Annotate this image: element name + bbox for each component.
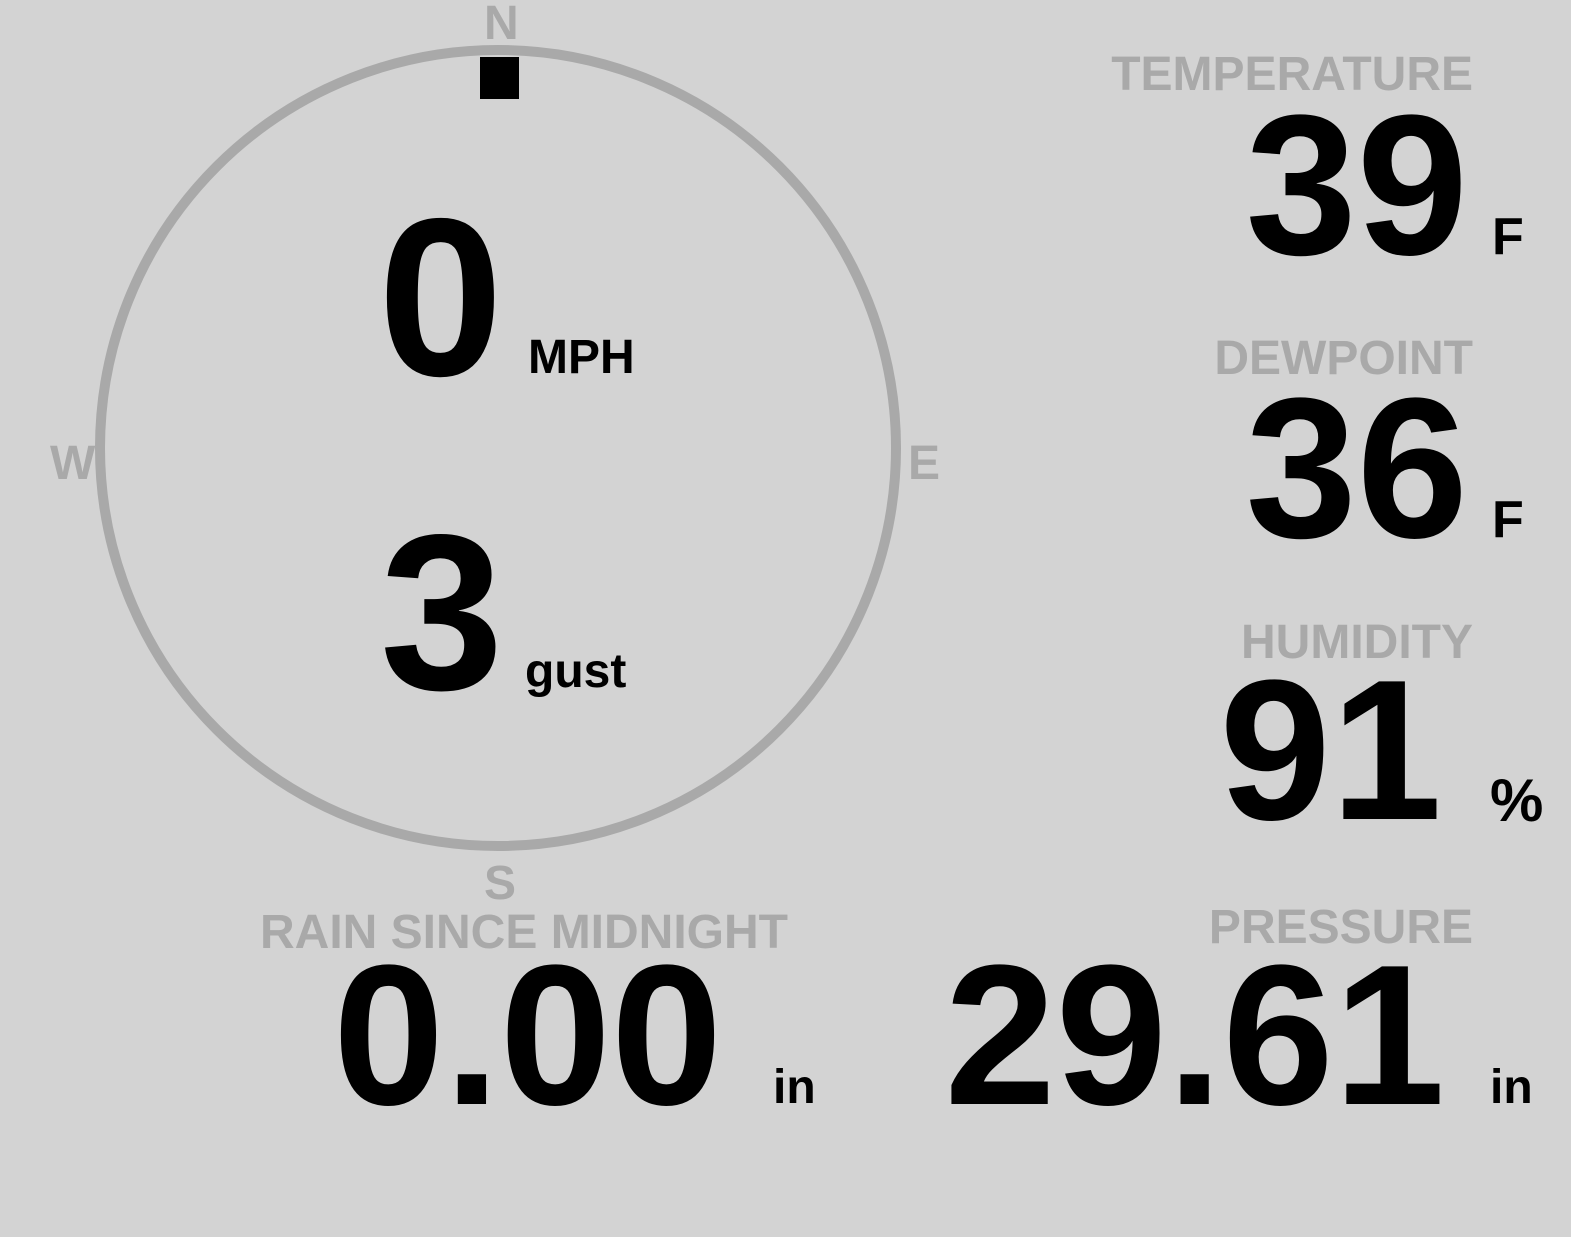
wind-direction-marker — [480, 57, 519, 99]
wind-gust-value: 3 — [380, 489, 504, 737]
compass-north-label: N — [484, 0, 519, 50]
temperature-unit: F — [1492, 208, 1524, 266]
dewpoint-label: DEWPOINT — [1214, 332, 1473, 385]
dewpoint-unit: F — [1492, 491, 1524, 549]
pressure-unit: in — [1490, 1061, 1533, 1114]
compass-east-label: E — [908, 437, 941, 490]
rain-value: 0.00 — [333, 924, 723, 1147]
dewpoint-value: 36 — [1245, 357, 1468, 580]
rain-unit: in — [773, 1061, 816, 1114]
pressure-value: 29.61 — [944, 924, 1446, 1147]
compass-ring — [95, 45, 901, 851]
humidity-value: 91 — [1219, 639, 1442, 862]
humidity-label: HUMIDITY — [1241, 616, 1473, 669]
wind-gust-unit: gust — [525, 645, 627, 698]
wind-speed-unit: MPH — [528, 331, 635, 384]
rain-label: RAIN SINCE MIDNIGHT — [260, 906, 788, 959]
wind-speed-value: 0 — [378, 171, 504, 423]
compass-west-label: W — [50, 437, 96, 490]
humidity-unit: % — [1490, 767, 1544, 834]
pressure-label: PRESSURE — [1208, 901, 1473, 954]
compass-south-label: S — [484, 857, 517, 910]
temperature-label: TEMPERATURE — [1111, 48, 1473, 101]
temperature-value: 39 — [1245, 74, 1468, 297]
